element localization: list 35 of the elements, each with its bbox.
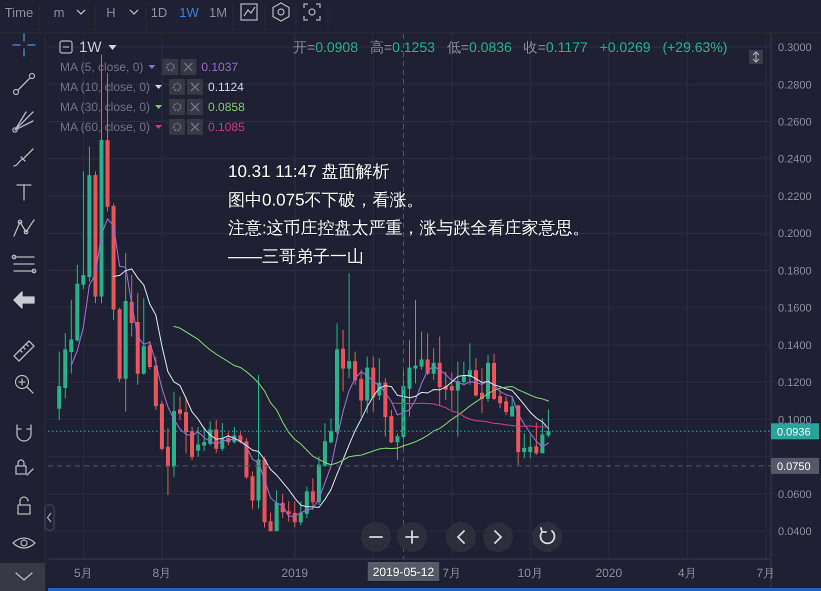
y-tick-label: 0.3000 bbox=[778, 42, 812, 54]
y-tick-label: 0.2600 bbox=[778, 116, 812, 128]
x-tick-label: 10月 bbox=[518, 566, 543, 580]
ref-label: 0.0936 bbox=[777, 426, 811, 438]
legend-value: 0.1124 bbox=[208, 80, 244, 94]
x-tick-label: 5月 bbox=[74, 566, 93, 580]
toolbar-label: Time bbox=[4, 5, 34, 20]
y-tick-label: 0.1600 bbox=[778, 302, 812, 315]
ref-label: 0.0750 bbox=[777, 460, 811, 473]
y-tick-label: 0.1200 bbox=[778, 377, 812, 390]
subtitle: 开=0.0908 高=0.1253 低=0.0836 收=0.1177 +0.0269 (+29.63%) bbox=[293, 39, 728, 55]
x-tick-label: 2019 bbox=[281, 566, 308, 580]
y-tick-label: 0.1400 bbox=[778, 340, 812, 352]
y-tick-label: 0.0400 bbox=[778, 526, 812, 538]
y-tick-label: 0.1800 bbox=[778, 265, 812, 278]
x-tick-label: 7月 bbox=[442, 566, 462, 580]
annotation: 注意:这币庄控盘太严重，涨与跌全看庄家意思。 bbox=[228, 218, 590, 238]
y-tick-label: 0.2200 bbox=[778, 190, 812, 203]
x-tick-label: 4月 bbox=[678, 566, 697, 580]
y-tick-label: 0.2000 bbox=[778, 228, 812, 240]
y-tick-label: 0.0600 bbox=[778, 488, 812, 501]
annotation: ——三哥弟子一山 bbox=[228, 246, 364, 266]
title: 1W bbox=[79, 39, 102, 56]
x-tick-label: 2020 bbox=[595, 566, 622, 580]
legend-value: 0.1085 bbox=[208, 120, 245, 134]
y-tick-label: 0.1000 bbox=[778, 414, 812, 426]
ref-label: 2019-05-12 bbox=[372, 565, 434, 579]
legend-value: 0.1037 bbox=[201, 60, 238, 74]
annotation: 10.31 11:47 盘面解析 bbox=[228, 162, 390, 181]
x-tick-label: 7月 bbox=[756, 566, 776, 580]
y-tick-label: 0.2400 bbox=[778, 154, 812, 166]
x-tick-label: 8月 bbox=[152, 566, 172, 580]
legend-value: 0.0858 bbox=[208, 100, 245, 114]
annotation: 图中0.075不下破，看涨。 bbox=[228, 190, 424, 210]
y-tick-label: 0.2800 bbox=[778, 79, 812, 92]
